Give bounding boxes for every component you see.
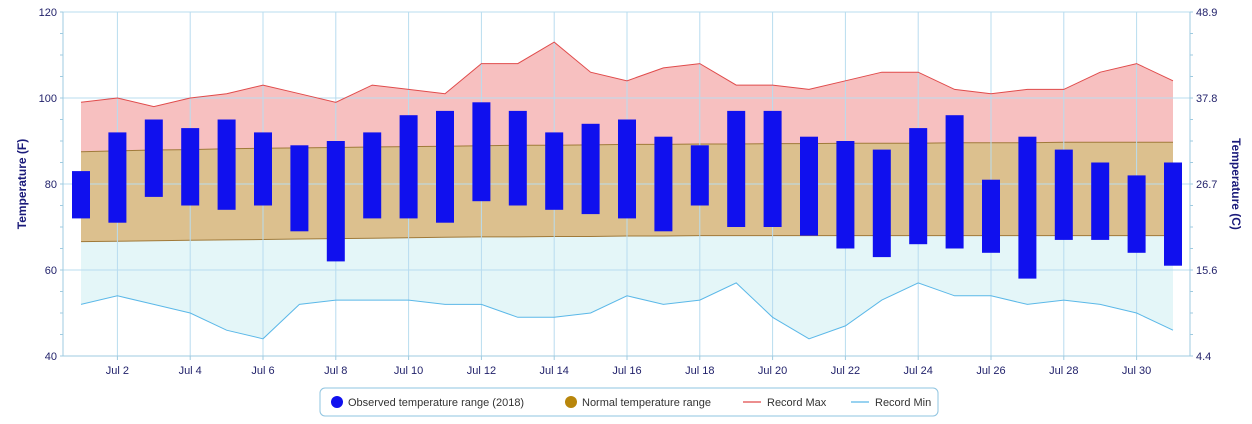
observed-range-bar xyxy=(581,123,600,215)
axes-layer: 40 60 80 100 120 4.4 15.6 26.7 37.8 48.9 Jul 2 Jul … xyxy=(15,7,1243,377)
y-tick-label-right: 26.7 xyxy=(1196,179,1217,191)
legend-item[interactable]: Normal temperature range xyxy=(565,396,711,409)
observed-range-bar xyxy=(1018,136,1037,279)
y-axis-title-right: Temperature (C) xyxy=(1229,138,1243,230)
x-tick-label: Jul 26 xyxy=(976,365,1005,377)
y-tick-label-left: 80 xyxy=(45,179,57,191)
y-tick-label-left: 40 xyxy=(45,351,57,363)
observed-range-bar xyxy=(763,110,782,227)
x-tick-label: Jul 20 xyxy=(758,365,787,377)
record-min-line xyxy=(80,282,1174,340)
x-tick-label: Jul 24 xyxy=(904,365,933,377)
observed-range-bar xyxy=(290,145,309,232)
y-axis-title-left: Temperature (F) xyxy=(15,139,29,229)
x-tick-label: Jul 10 xyxy=(394,365,423,377)
legend-item[interactable]: Observed temperature range (2018) xyxy=(331,396,524,409)
observed-range-bar xyxy=(508,110,527,206)
x-tick-label: Jul 16 xyxy=(612,365,641,377)
legend-marker-circle xyxy=(565,396,577,408)
observed-range-bar xyxy=(399,115,418,219)
y-tick-label-right: 4.4 xyxy=(1196,351,1211,363)
observed-range-bar xyxy=(254,132,272,206)
y-tick-label-right: 15.6 xyxy=(1196,265,1217,277)
observed-range-bar xyxy=(690,145,709,206)
observed-range-bar xyxy=(1054,149,1073,240)
observed-range-bar xyxy=(545,132,564,210)
x-tick-label: Jul 4 xyxy=(179,365,202,377)
observed-range-bar xyxy=(144,119,163,197)
x-tick-label: Jul 12 xyxy=(467,365,496,377)
observed-bars-layer xyxy=(72,102,1182,279)
y-tick-label-left: 120 xyxy=(39,7,57,19)
observed-range-bar xyxy=(436,110,454,223)
observed-range-bar xyxy=(945,115,964,249)
x-tick-label: Jul 8 xyxy=(324,365,347,377)
legend-item[interactable]: Record Min xyxy=(851,397,931,409)
observed-range-bar xyxy=(363,132,382,219)
x-tick-label: Jul 6 xyxy=(251,365,274,377)
observed-range-bar xyxy=(326,141,345,262)
x-tick-label: Jul 18 xyxy=(685,365,714,377)
x-tick-label: Jul 14 xyxy=(540,365,569,377)
record-lines-layer xyxy=(80,41,1174,340)
observed-range-bar xyxy=(472,102,491,202)
observed-range-bar xyxy=(217,119,236,210)
y-tick-label-left: 100 xyxy=(39,93,57,105)
observed-range-bar xyxy=(618,119,636,219)
legend-label: Observed temperature range (2018) xyxy=(348,397,524,409)
y-tick-label-right: 48.9 xyxy=(1196,7,1217,19)
x-tick-label: Jul 2 xyxy=(106,365,129,377)
observed-range-bar xyxy=(654,136,673,232)
observed-range-bar xyxy=(72,171,90,219)
observed-range-bar xyxy=(836,141,855,249)
y-tick-label-right: 37.8 xyxy=(1196,93,1217,105)
observed-range-bar xyxy=(727,110,746,227)
observed-range-bar xyxy=(1091,162,1110,240)
x-tick-label: Jul 22 xyxy=(831,365,860,377)
legend-label: Record Max xyxy=(767,397,827,409)
observed-range-bar xyxy=(800,136,818,236)
observed-range-bar xyxy=(1164,162,1182,266)
observed-range-bar xyxy=(872,149,891,258)
legend[interactable]: Observed temperature range (2018) Normal … xyxy=(319,387,939,417)
observed-range-bar xyxy=(1127,175,1146,253)
legend-label: Normal temperature range xyxy=(582,397,711,409)
x-tick-label: Jul 28 xyxy=(1049,365,1078,377)
observed-range-bar xyxy=(181,128,200,206)
legend-box xyxy=(319,387,939,417)
observed-range-bar xyxy=(108,132,127,223)
legend-marker-circle xyxy=(331,396,343,408)
observed-range-bar xyxy=(982,179,1000,253)
x-tick-label: Jul 30 xyxy=(1122,365,1151,377)
legend-item[interactable]: Record Max xyxy=(743,397,827,409)
observed-range-bar xyxy=(909,128,928,245)
legend-label: Record Min xyxy=(875,397,931,409)
record-max-line xyxy=(80,41,1174,108)
y-tick-label-left: 60 xyxy=(45,265,57,277)
